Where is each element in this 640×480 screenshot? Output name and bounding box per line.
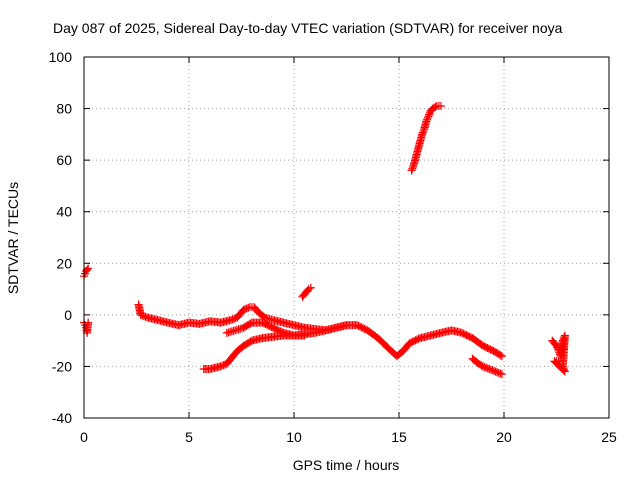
data-point	[424, 112, 433, 121]
y-tick-label: 80	[56, 101, 72, 117]
series-early-high	[80, 264, 93, 281]
data-point	[84, 318, 93, 327]
series-short-rise	[298, 283, 315, 301]
data-point	[422, 117, 431, 126]
data-point	[554, 357, 563, 366]
y-tick-label: 60	[56, 152, 72, 168]
x-axis-label: GPS time / hours	[293, 457, 400, 473]
data-point	[496, 369, 505, 378]
data-point	[553, 343, 562, 352]
series-early-low	[80, 318, 93, 337]
x-tick-label: 0	[80, 429, 88, 445]
data-point	[418, 128, 427, 137]
data-point	[300, 331, 309, 340]
y-tick-label: -20	[52, 358, 72, 374]
y-tick-label: 100	[49, 49, 73, 65]
y-tick-label: 40	[56, 204, 72, 220]
data-point	[437, 101, 445, 110]
data-point	[497, 352, 506, 361]
axis-tick-labels: 0 5 10 15 20 25 -40 -20 0 20 40 60 80 100	[49, 49, 617, 445]
data-point	[423, 115, 431, 124]
y-axis-label: SDTVAR / TECUs	[5, 182, 21, 294]
series-middle-track	[222, 318, 309, 340]
data-point	[423, 114, 432, 123]
data-point	[407, 166, 416, 175]
x-tick-label: 5	[185, 429, 193, 445]
x-tick-label: 10	[286, 429, 302, 445]
series-late-dip	[468, 354, 506, 379]
series-late-cluster	[548, 331, 569, 376]
data-point	[496, 351, 505, 360]
x-tick-label: 25	[601, 429, 617, 445]
data-point	[84, 264, 93, 273]
axis-ticks	[83, 56, 610, 419]
y-tick-label: -40	[52, 410, 72, 426]
data-point	[418, 130, 427, 139]
data-point	[425, 110, 434, 119]
y-tick-label: 20	[56, 255, 72, 271]
series-steep-rise	[407, 101, 445, 175]
x-tick-label: 20	[496, 429, 512, 445]
data-point	[408, 164, 417, 173]
chart-title: Day 087 of 2025, Sidereal Day-to-day VTE…	[53, 20, 563, 36]
data-point	[497, 370, 506, 379]
data-marks	[80, 101, 569, 379]
x-tick-label: 15	[391, 429, 407, 445]
data-point	[431, 102, 440, 111]
data-point	[306, 283, 315, 292]
data-point	[342, 321, 351, 330]
grid	[84, 57, 609, 418]
y-tick-label: 0	[64, 307, 72, 323]
plot-area	[83, 56, 610, 419]
data-point	[244, 303, 253, 312]
